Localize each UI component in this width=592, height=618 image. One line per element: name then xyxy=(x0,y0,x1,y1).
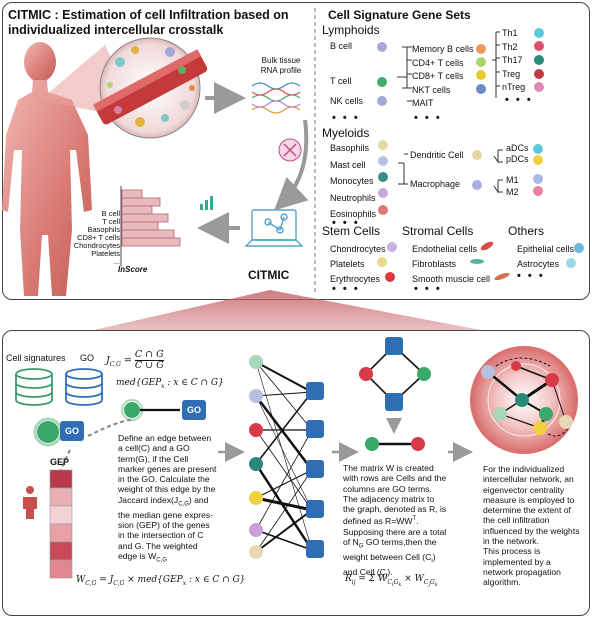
others-heading: Others xyxy=(508,224,545,238)
fibroblast-icon xyxy=(470,259,484,264)
platelets-icon xyxy=(377,257,387,267)
adcs-icon xyxy=(533,144,543,154)
lymph-sub-list: Memory B cells CD4+ T cells CD8+ T cells N… xyxy=(412,44,474,108)
basophils-icon xyxy=(378,140,388,150)
lymph-ellipsis-1: • • • xyxy=(332,112,360,124)
dendritic-icon xyxy=(472,150,482,160)
epithelial-icon xyxy=(574,243,584,253)
description-centrality: For the individualized intercellular netw… xyxy=(483,464,580,588)
mast-cell-icon xyxy=(378,156,388,166)
m2-icon xyxy=(533,186,543,196)
ntreg-icon xyxy=(534,82,544,92)
myeloid-ellipsis: • • • xyxy=(332,217,360,229)
th2-icon xyxy=(534,41,544,51)
stem-heading: Stem Cells xyxy=(322,224,381,238)
macrophage-label: Macrophage xyxy=(410,179,461,189)
median-formula: med{GEPx : x ∈ C ∩ G} xyxy=(116,378,224,390)
title-line-2: individualized intercellular crosstalk xyxy=(8,23,224,37)
lymph-ellipsis-3: • • • xyxy=(505,94,533,106)
dendritic-label: Dendritic Cell xyxy=(410,150,464,160)
macrophage-icon xyxy=(472,180,482,190)
jaccard-formula: JC,G = C ∩ G C ∪ G xyxy=(106,349,164,371)
mac-sub-list: M1 M2 xyxy=(506,175,519,197)
inscore-axis-label: InScore xyxy=(118,265,148,274)
description-matrix: The matrix W is created with rows are Cel… xyxy=(343,463,447,580)
erythrocytes-icon xyxy=(385,272,395,282)
sets-title: Cell Signature Gene Sets xyxy=(328,8,471,22)
m1-icon xyxy=(533,174,543,184)
cd4-icon xyxy=(476,57,486,67)
citmic-label: CITMIC xyxy=(248,268,290,282)
cell-signatures-label: Cell signatures xyxy=(6,353,66,363)
r-formula: Rij = Σ WCiGk × WCjGk xyxy=(345,574,438,588)
weight-formula: WC,G = JC,G × med{GEPx : x ∈ C ∩ G} xyxy=(76,575,246,587)
th1-icon xyxy=(534,28,544,38)
go-badge-2: GO xyxy=(186,405,201,415)
title-line-1: CITMIC : Estimation of cell Infiltration… xyxy=(8,8,289,22)
stem-list: Chondrocytes Platelets Erythrocytes xyxy=(330,244,386,284)
b-cell-icon xyxy=(377,42,387,52)
myeloid-list: Basophils Mast cell Monocytes Neutrophils E… xyxy=(330,143,377,219)
treg-icon xyxy=(534,69,544,79)
th-list: Th1 Th2 Th17 Treg nTreg xyxy=(502,28,526,93)
lymph-t-cell: T cell xyxy=(330,76,352,86)
t-cell-icon xyxy=(377,77,387,87)
others-list: Epithelial cells Astrocytes xyxy=(517,244,575,269)
neutrophils-icon xyxy=(378,188,388,198)
eosinophils-icon xyxy=(378,205,388,215)
lymphoids-heading: Lymphoids xyxy=(322,23,380,37)
go-label: GO xyxy=(80,353,95,363)
lymph-nk-cells: NK cells xyxy=(330,96,364,106)
page-title: CITMIC : Estimation of cell Infiltration… xyxy=(8,8,328,38)
description-edge: Define an edge between a cell(C) and a GO… xyxy=(118,433,217,564)
bulk-label: Bulk tissue RNA profile xyxy=(260,56,302,75)
cd8-icon xyxy=(476,70,486,80)
stromal-list: Endothelial cells Fibroblasts Smooth muscl… xyxy=(412,244,491,284)
astrocytes-icon xyxy=(566,258,576,268)
memory-b-icon xyxy=(476,44,486,54)
chondrocytes-icon xyxy=(387,242,397,252)
monocytes-icon xyxy=(378,172,388,182)
lymph-ellipsis-2: • • • xyxy=(414,112,442,124)
lymph-b-cell: B cell xyxy=(330,41,353,51)
nk-cell-icon xyxy=(377,96,387,106)
stromal-heading: Stromal Cells xyxy=(402,224,474,238)
pdcs-icon xyxy=(533,155,543,165)
inscore-bar-labels: B cell T cell Basophils CD8+ T cells Chondr… xyxy=(73,209,120,266)
stem-ellipsis: • • • xyxy=(332,283,360,295)
th17-icon xyxy=(534,55,544,65)
gep-label: GEP xyxy=(50,457,70,467)
myeloids-heading: Myeloids xyxy=(322,126,370,140)
dc-sub-list: aDCs pDCs xyxy=(506,143,529,164)
others-ellipsis: • • • xyxy=(517,270,545,282)
stromal-ellipsis: • • • xyxy=(414,283,442,295)
go-badge-1: GO xyxy=(64,426,79,436)
nkt-icon xyxy=(476,84,486,94)
